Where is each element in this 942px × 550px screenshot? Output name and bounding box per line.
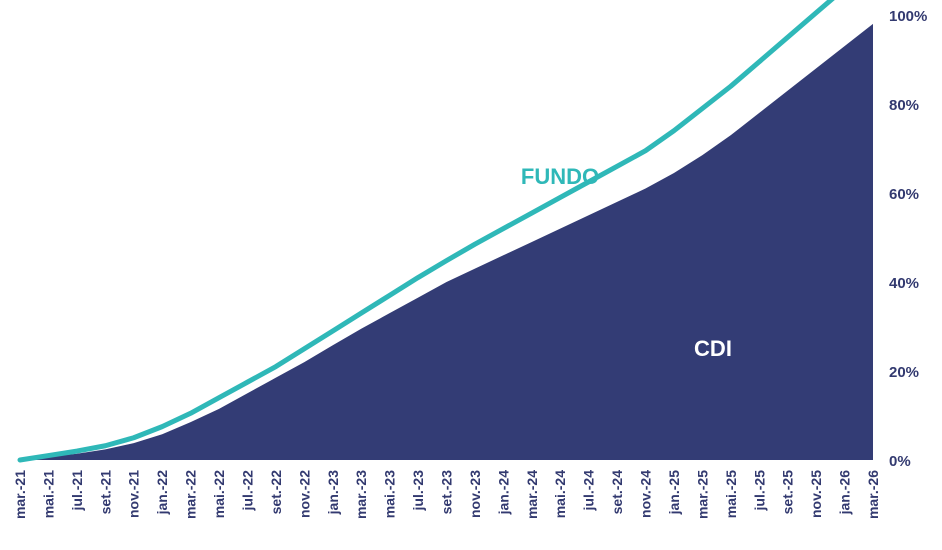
y-tick-label: 40% <box>889 275 919 292</box>
y-axis: 0% 20% 40% 60% 80% 100% <box>889 8 927 470</box>
x-tick-label: nov.-21 <box>126 470 142 518</box>
x-tick-label: mai.-23 <box>382 470 398 518</box>
x-tick-label: mar.-26 <box>865 470 881 519</box>
x-tick-label: jul.-22 <box>239 470 255 512</box>
series-label-fundo: FUNDO <box>521 164 599 189</box>
x-tick-label: jul.-25 <box>751 470 767 512</box>
y-tick-label: 100% <box>889 8 927 25</box>
x-tick-label: nov.-24 <box>638 470 654 518</box>
cdi-area-layer <box>20 23 873 461</box>
x-tick-label: set.-24 <box>609 470 625 515</box>
x-tick-label: mar.-23 <box>353 470 369 519</box>
x-tick-label: jan.-24 <box>495 470 511 516</box>
x-tick-label: nov.-23 <box>467 470 483 518</box>
x-tick-label: mar.-22 <box>183 470 199 519</box>
x-tick-label: set.-22 <box>268 470 284 515</box>
x-tick-label: mar.-21 <box>12 470 28 519</box>
x-tick-label: jan.-26 <box>837 470 853 516</box>
x-tick-label: jul.-24 <box>581 470 597 512</box>
x-tick-label: mar.-25 <box>694 470 710 519</box>
fundo-line-layer <box>17 0 835 463</box>
y-tick-label: 0% <box>889 453 911 470</box>
fundo-line <box>17 0 835 463</box>
x-tick-label: set.-23 <box>439 470 455 515</box>
x-tick-label: mai.-22 <box>211 470 227 518</box>
y-tick-label: 80% <box>889 97 919 114</box>
x-tick-label: nov.-22 <box>296 470 312 518</box>
y-tick-label: 20% <box>889 364 919 381</box>
cdi-area <box>20 23 873 461</box>
x-tick-label: jul.-23 <box>410 470 426 512</box>
x-axis: mar.-21 mai.-21 jul.-21 set.-21 nov.-21 jan.-… <box>12 470 881 519</box>
x-tick-label: set.-25 <box>780 470 796 515</box>
x-tick-label: mai.-24 <box>552 470 568 518</box>
x-tick-label: jan.-25 <box>666 470 682 516</box>
y-tick-label: 60% <box>889 186 919 203</box>
x-tick-label: jan.-22 <box>154 470 170 516</box>
x-tick-label: jan.-23 <box>325 470 341 516</box>
x-tick-label: nov.-25 <box>808 470 824 518</box>
x-tick-label: jul.-21 <box>69 470 85 512</box>
x-tick-label: mar.-24 <box>524 470 540 519</box>
x-tick-label: set.-21 <box>97 470 113 515</box>
x-tick-label: mai.-21 <box>40 470 56 518</box>
x-tick-label: mai.-25 <box>723 470 739 518</box>
series-label-cdi: CDI <box>694 336 732 361</box>
